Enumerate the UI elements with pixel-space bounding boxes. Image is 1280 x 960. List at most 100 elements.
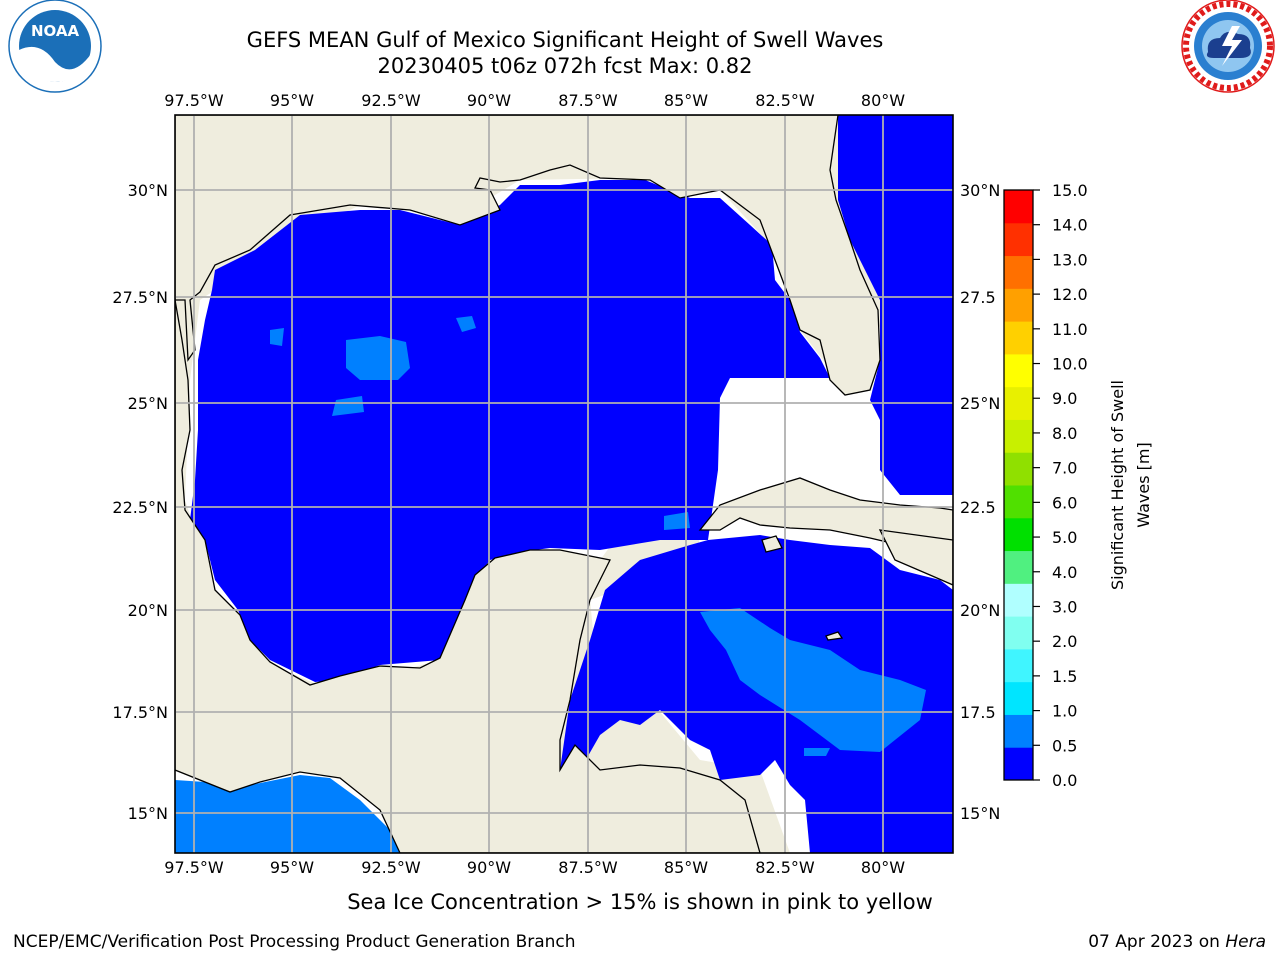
- noaa-logo: NOAA: [8, 0, 102, 93]
- lat-label: 30°N: [960, 181, 1000, 200]
- colorbar-tick-label: 8.0: [1052, 424, 1077, 443]
- lat-label: 20°N: [128, 601, 168, 620]
- lat-label: 27.5: [960, 288, 996, 307]
- lon-label: 90°W: [467, 91, 511, 110]
- lat-label: 15°N: [128, 804, 168, 823]
- colorbar-tick-label: 3.0: [1052, 597, 1077, 616]
- lon-label: 87.5°W: [558, 91, 618, 110]
- colorbar-tick-label: 15.0: [1052, 181, 1088, 200]
- lon-label: 95°W: [270, 858, 314, 877]
- graticule: [175, 115, 953, 853]
- lat-labels-left: 30°N 27.5°N 25°N 22.5°N 20°N 17.5°N 15°N: [112, 181, 168, 823]
- colorbar-segment: [1004, 288, 1033, 322]
- map-frame: [174, 114, 954, 854]
- lon-labels-top: 97.5°W 95°W 92.5°W 90°W 87.5°W 85°W 82.5…: [164, 91, 905, 110]
- colorbar-segment: [1004, 616, 1033, 650]
- colorbar-tick-label: 14.0: [1052, 216, 1088, 235]
- lon-label: 87.5°W: [558, 858, 618, 877]
- colorbar-tick-label: 2.0: [1052, 632, 1077, 651]
- swell-field-gulf: [190, 180, 830, 682]
- colorbar-segment: [1004, 255, 1033, 289]
- land-mexico-us-west: [175, 115, 881, 396]
- colorbar-segment: [1004, 517, 1033, 552]
- colorbar-segment: [1004, 353, 1033, 388]
- colorbar-tick-label: 7.0: [1052, 459, 1077, 478]
- land-yucatan-central: [175, 299, 761, 853]
- nws-logo: [1181, 0, 1275, 93]
- colorbar-tick-label: 12.0: [1052, 285, 1088, 304]
- swell-field-atlantic: [838, 115, 953, 495]
- sea-ice-note: Sea Ice Concentration > 15% is shown in …: [347, 890, 933, 914]
- swell-field-caribbean: [560, 535, 953, 853]
- lon-label: 92.5°W: [361, 91, 421, 110]
- lat-label: 27.5°N: [112, 288, 168, 307]
- lon-label: 97.5°W: [164, 91, 224, 110]
- lat-label: 17.5°N: [112, 703, 168, 722]
- swell-patch-1: [346, 336, 410, 380]
- colorbar-tick-label: 6.0: [1052, 493, 1077, 512]
- lon-label: 80°W: [861, 858, 905, 877]
- colorbar-tick-label: 0.0: [1052, 771, 1077, 790]
- colorbar-segment: [1004, 321, 1033, 355]
- colorbar-label: Significant Height of Swell: [1108, 380, 1127, 590]
- swell-patch-6: [700, 608, 926, 752]
- swell-patch-5: [664, 512, 690, 530]
- colorbar-tick-label: 1.0: [1052, 702, 1077, 721]
- colorbar-frame: [1003, 189, 1034, 781]
- lon-label: 92.5°W: [361, 858, 421, 877]
- swell-patch-4: [270, 328, 284, 346]
- land-isla-juventud: [761, 535, 783, 553]
- colorbar-tick-label: 1.5: [1052, 667, 1077, 686]
- lon-labels-bottom: 97.5°W 95°W 92.5°W 90°W 87.5°W 85°W 82.5…: [164, 858, 905, 877]
- lat-label: 22.5: [960, 498, 996, 517]
- lon-label: 95°W: [270, 91, 314, 110]
- colorbar-segment: [1004, 648, 1033, 683]
- lon-label: 82.5°W: [755, 91, 815, 110]
- colorbar-tick-label: 5.0: [1052, 528, 1077, 547]
- colorbar-segment: [1004, 485, 1033, 519]
- chart-title: GEFS MEAN Gulf of Mexico Significant Hei…: [246, 28, 884, 52]
- colorbar-segment: [1004, 419, 1033, 453]
- chart-subtitle: 20230405 t06z 072h fcst Max: 0.82: [377, 54, 753, 78]
- colorbar-segment: [1004, 550, 1033, 584]
- run-date: 07 Apr 2023 on Hera: [1088, 932, 1266, 952]
- colorbar-segment: [1004, 386, 1033, 420]
- colorbar-tick-label: 11.0: [1052, 320, 1088, 339]
- colorbar-tick-label: 4.0: [1052, 563, 1077, 582]
- swell-patch-3: [456, 316, 476, 332]
- colorbar-segment: [1004, 681, 1033, 715]
- lat-label: 15°N: [960, 804, 1000, 823]
- noaa-logo-text: NOAA: [31, 22, 80, 40]
- land-hispaniola-edge: [878, 529, 953, 586]
- colorbar-label: Waves [m]: [1134, 442, 1153, 527]
- lon-label: 90°W: [467, 858, 511, 877]
- colorbar-segment: [1004, 222, 1033, 257]
- colorbar-tick-label: 13.0: [1052, 250, 1088, 269]
- lat-label: 20°N: [960, 601, 1000, 620]
- colorbar-tick-label: 10.0: [1052, 355, 1088, 374]
- lat-label: 25°N: [960, 394, 1000, 413]
- lat-label: 17.5: [960, 703, 996, 722]
- lon-label: 82.5°W: [755, 858, 815, 877]
- lon-label: 85°W: [664, 91, 708, 110]
- colorbar-segment: [1004, 190, 1033, 224]
- colorbar-segment: [1004, 747, 1033, 781]
- colorbar-tick-label: 9.0: [1052, 389, 1077, 408]
- lon-label: 85°W: [664, 858, 708, 877]
- run-machine: Hera: [1225, 932, 1266, 952]
- lat-label: 30°N: [128, 181, 168, 200]
- swell-patch-2: [332, 396, 364, 416]
- run-date-text: 07 Apr 2023 on: [1088, 932, 1226, 952]
- lon-label: 80°W: [861, 91, 905, 110]
- colorbar-segment: [1004, 452, 1033, 486]
- colorbar-segment: [1004, 714, 1033, 748]
- colorbar: 0.0 0.5 1.0 1.5 2.0 3.0 4.0 5.0 6.0 7.0 8.0 9.0 10.0…: [1003, 181, 1088, 790]
- lon-label: 97.5°W: [164, 858, 224, 877]
- land-jamaica: [825, 631, 844, 641]
- lat-labels-right: 30°N 27.5 25°N 22.5 20°N 17.5 15°N: [960, 181, 1000, 823]
- lat-label: 22.5°N: [112, 498, 168, 517]
- colorbar-tick-label: 0.5: [1052, 736, 1077, 755]
- lat-label: 25°N: [128, 394, 168, 413]
- credit-text: NCEP/EMC/Verification Post Processing Pr…: [13, 932, 576, 952]
